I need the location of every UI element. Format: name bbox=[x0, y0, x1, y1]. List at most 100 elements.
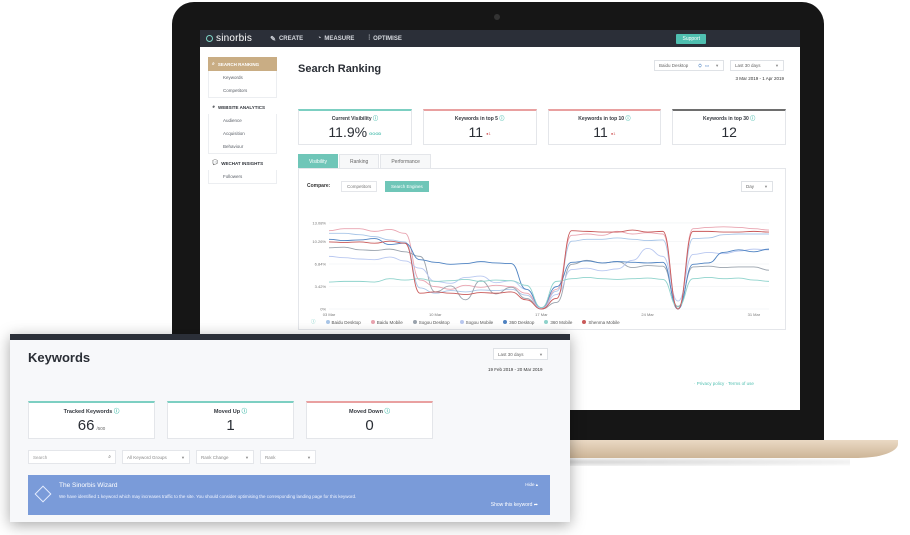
legend-dot-icon bbox=[503, 320, 508, 325]
page-title: Search Ranking bbox=[298, 63, 382, 75]
compare-search-engines-button[interactable]: Search Engines bbox=[385, 181, 429, 192]
kpi-label: Tracked Keywords ⓘ bbox=[29, 407, 154, 415]
kpi-value: 12 bbox=[673, 124, 785, 140]
sidebar-item-behaviour[interactable]: Behaviour bbox=[208, 140, 277, 153]
sidebar-item-keywords[interactable]: Keywords bbox=[208, 71, 277, 84]
legend-item[interactable]: Sogou Mobile bbox=[459, 319, 494, 325]
device-select[interactable]: Baidu Desktop ⛭ ▭ ▼ bbox=[654, 60, 725, 71]
sidebar-group-website-analytics[interactable]: ◕ WEBSITE ANALYTICS bbox=[208, 97, 277, 114]
info-icon[interactable]: ⓘ bbox=[499, 116, 505, 122]
info-icon[interactable]: ⓘ bbox=[384, 409, 390, 415]
keyword-search-input[interactable]: Search ⌕ bbox=[28, 450, 116, 464]
sidebar-wechat-insights-label: WECHAT INSIGHTS bbox=[221, 160, 264, 166]
x-tick-label: 03 Mar bbox=[323, 312, 336, 317]
period-select[interactable]: Last 30 days ▼ bbox=[730, 60, 784, 71]
granularity-select[interactable]: Day ▼ bbox=[741, 181, 773, 192]
keywords-period-select[interactable]: Last 30 days ▼ bbox=[493, 348, 548, 360]
kpi-moved-up: Moved Up ⓘ 1 bbox=[167, 401, 294, 439]
keywords-title: Keywords bbox=[28, 350, 91, 365]
chart-tabs: Visibility Ranking Performance bbox=[298, 154, 432, 169]
legend-label: Baidu Mobile bbox=[376, 319, 403, 325]
series-line-baidu-desktop[interactable] bbox=[329, 232, 769, 310]
desktop-icon: ▭ bbox=[704, 62, 710, 68]
x-tick-label: 10 Mar bbox=[429, 312, 442, 317]
support-button[interactable]: Support bbox=[676, 33, 706, 44]
kpi-label-text: Keywords in top 30 bbox=[703, 116, 749, 122]
chevron-down-icon: ▼ bbox=[245, 454, 249, 460]
panel-top-bar bbox=[10, 334, 570, 340]
kpi-value: 0 bbox=[307, 417, 432, 434]
series-line-360-desktop[interactable] bbox=[328, 238, 770, 310]
y-tick-label: 13.08% bbox=[312, 220, 326, 225]
legend-item[interactable]: 360 Mobile bbox=[544, 320, 572, 325]
keyword-groups-value: All Keyword Groups bbox=[127, 454, 167, 460]
keyword-groups-select[interactable]: All Keyword Groups ▼ bbox=[122, 450, 190, 464]
logo[interactable]: sinorbis bbox=[206, 33, 252, 44]
compare-competitors-button[interactable]: Competitors bbox=[341, 181, 378, 192]
chat-icon: 💬 bbox=[212, 160, 219, 166]
pencil-icon: ✎ bbox=[270, 35, 276, 43]
kpi-keywords-top-10: Keywords in top 10 ⓘ 11 ●1 bbox=[547, 109, 662, 145]
rank-change-select[interactable]: Rank Change ▼ bbox=[196, 450, 254, 464]
nav-optimise[interactable]: ⫶ OPTIMISE bbox=[368, 35, 401, 43]
series-line-shenma-mobile[interactable] bbox=[328, 229, 770, 310]
wizard-banner: The Sinorbis Wizard We have identified 1… bbox=[28, 475, 550, 515]
sidebar-website-analytics-label: WEBSITE ANALYTICS bbox=[218, 104, 265, 110]
footer-links[interactable]: · Privacy policy · Terms of use bbox=[694, 381, 754, 386]
sidebar: ⌕ SEARCH RANKING Keywords Competitors ◕ … bbox=[208, 57, 277, 184]
legend-item[interactable]: Baidu Mobile bbox=[370, 319, 403, 325]
info-icon[interactable]: ⓘ bbox=[311, 319, 316, 324]
series-line-360-mobile[interactable] bbox=[328, 276, 770, 309]
search-icon: ⌕ bbox=[108, 454, 111, 460]
device-select-value: Baidu Desktop bbox=[659, 63, 689, 68]
nav-create[interactable]: ✎ CREATE bbox=[270, 35, 303, 43]
kpi-tracked-keywords: Tracked Keywords ⓘ 66/500 bbox=[28, 401, 155, 439]
nav-measure-label: MEASURE bbox=[324, 35, 355, 42]
y-tick-label: 3.42% bbox=[315, 284, 327, 289]
legend-label: Sogou Desktop bbox=[418, 319, 450, 325]
kpi-label-text: Tracked Keywords bbox=[63, 409, 113, 415]
series-line-baidu-mobile[interactable] bbox=[328, 226, 770, 310]
nav-measure[interactable]: ◔ MEASURE bbox=[317, 35, 354, 42]
keywords-panel: Keywords Last 30 days ▼ 19 Feb 2019 - 20… bbox=[10, 334, 570, 522]
info-icon[interactable]: ⓘ bbox=[113, 409, 120, 415]
info-icon[interactable]: ⓘ bbox=[625, 116, 631, 122]
kpi-value: 11 ●1 bbox=[549, 124, 661, 140]
tab-ranking[interactable]: Ranking bbox=[338, 154, 380, 169]
show-keyword-button[interactable]: Show this keyword ➦ bbox=[490, 502, 538, 508]
x-tick-label: 31 Mar bbox=[748, 312, 761, 317]
legend-item[interactable]: Baidu Desktop bbox=[325, 320, 361, 325]
sidebar-group-wechat-insights[interactable]: 💬 WECHAT INSIGHTS bbox=[208, 153, 277, 170]
rank-select[interactable]: Rank ▼ bbox=[260, 450, 316, 464]
keywords-kpis: Tracked Keywords ⓘ 66/500 Moved Up ⓘ 1 M… bbox=[28, 401, 433, 439]
info-icon[interactable]: ⓘ bbox=[750, 116, 756, 122]
info-icon[interactable]: ⓘ bbox=[241, 409, 248, 415]
kpi-label-text: Keywords in top 5 bbox=[454, 116, 498, 122]
rank-change-value: Rank Change bbox=[201, 454, 229, 460]
kpi-keywords-top-30: Keywords in top 30 ⓘ 12 bbox=[672, 109, 786, 145]
kpi-value: 11 ●1 bbox=[424, 124, 536, 140]
series-line-sogou-desktop[interactable] bbox=[328, 246, 770, 310]
sidebar-item-acquisition[interactable]: Acquisition bbox=[208, 127, 277, 140]
sidebar-item-audience[interactable]: Audience bbox=[208, 114, 277, 127]
kpi-label-text: Moved Down bbox=[349, 409, 383, 415]
sidebar-item-followers[interactable]: Followers bbox=[208, 170, 277, 184]
nav-optimise-label: OPTIMISE bbox=[373, 35, 402, 42]
sidebar-item-competitors[interactable]: Competitors bbox=[208, 84, 277, 97]
legend-dot-icon bbox=[412, 320, 417, 325]
legend-item[interactable]: Sogou Desktop bbox=[412, 319, 450, 325]
legend-label: 360 Desktop bbox=[509, 319, 535, 325]
kpi-label: Moved Down ⓘ bbox=[307, 407, 432, 415]
legend-item[interactable]: Shenma Mobile bbox=[582, 320, 620, 325]
kpi-value: 1 bbox=[168, 417, 293, 434]
legend-label: 360 Mobile bbox=[550, 319, 573, 325]
tab-performance[interactable]: Performance bbox=[380, 154, 431, 169]
wizard-hide-button[interactable]: Hide ▴ bbox=[525, 482, 538, 487]
legend-item[interactable]: 360 Desktop bbox=[503, 320, 534, 325]
info-icon[interactable]: ⓘ bbox=[373, 116, 379, 122]
tab-visibility[interactable]: Visibility bbox=[298, 154, 338, 169]
series-line-sogou-mobile[interactable] bbox=[328, 248, 770, 310]
sidebar-item-search-ranking[interactable]: ⌕ SEARCH RANKING bbox=[208, 57, 277, 71]
legend-label: Sogou Mobile bbox=[465, 319, 494, 325]
